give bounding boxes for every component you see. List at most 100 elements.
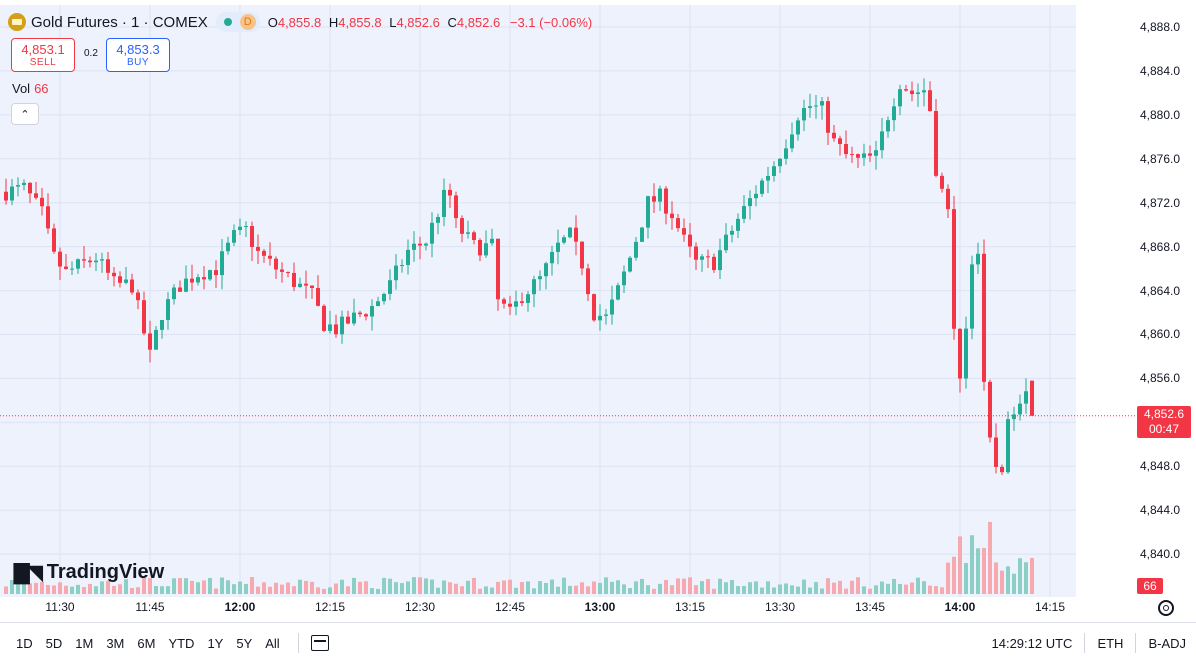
candle-body xyxy=(64,266,68,269)
symbol-legend[interactable]: Gold Futures · 1 · COMEX D O4,855.8 H4,8… xyxy=(8,12,592,32)
candle-body xyxy=(688,234,692,247)
candle-body xyxy=(928,90,932,112)
gear-icon[interactable] xyxy=(1158,600,1174,616)
volume-bar xyxy=(922,581,926,594)
candle-body xyxy=(808,106,812,108)
candle-body xyxy=(880,131,884,151)
candle-body xyxy=(676,218,680,229)
range-all[interactable]: All xyxy=(265,635,280,651)
candle-body xyxy=(586,268,590,295)
candle-body xyxy=(568,227,572,238)
volume-bar xyxy=(124,579,128,594)
candle-body xyxy=(712,256,716,271)
sell-button[interactable]: 4,853.1 SELL xyxy=(11,38,75,72)
candle-body xyxy=(484,243,488,256)
range-5y[interactable]: 5Y xyxy=(236,635,253,651)
volume-bar xyxy=(400,583,404,594)
volume-price-tag: 66 xyxy=(1137,578,1163,594)
volume-bar xyxy=(1000,570,1004,594)
candle-body xyxy=(736,218,740,231)
volume-bar xyxy=(22,580,26,594)
candle-body xyxy=(970,264,974,329)
symbol-title[interactable]: Gold Futures · 1 · COMEX xyxy=(31,13,208,31)
candle-body xyxy=(100,259,104,261)
range-ytd[interactable]: YTD xyxy=(168,635,195,651)
volume-bar xyxy=(466,580,470,594)
clock-display[interactable]: 14:29:12 UTC xyxy=(991,635,1073,651)
price-tick-label: 4,844.0 xyxy=(1140,503,1181,518)
volume-bar xyxy=(304,580,308,594)
range-1m[interactable]: 1M xyxy=(75,635,94,651)
candle-body xyxy=(316,287,320,306)
volume-bar xyxy=(622,584,626,594)
sell-price: 4,853.1 xyxy=(21,42,65,57)
candle-body xyxy=(382,293,386,302)
volume-bar xyxy=(946,562,950,594)
time-tick-label: 12:00 xyxy=(224,600,256,614)
volume-bar xyxy=(862,586,866,594)
candle-body xyxy=(934,111,938,176)
candlestick-chart[interactable] xyxy=(0,0,1196,622)
plot-area[interactable] xyxy=(0,5,1076,597)
range-5d[interactable]: 5D xyxy=(45,635,63,651)
adjust-toggle[interactable]: B-ADJ xyxy=(1148,635,1186,651)
volume-bar xyxy=(172,578,176,594)
volume-bar xyxy=(130,588,134,594)
collapse-legend-button[interactable]: ⌃ xyxy=(11,103,39,125)
range-3m[interactable]: 3M xyxy=(106,635,125,651)
range-1d[interactable]: 1D xyxy=(16,635,33,651)
volume-legend[interactable]: Vol 66 xyxy=(12,81,49,96)
volume-bar xyxy=(556,586,560,594)
candle-body xyxy=(772,166,776,176)
divider xyxy=(1084,633,1086,653)
candle-body xyxy=(154,329,158,350)
volume-bar xyxy=(574,585,578,594)
price-tick-label: 4,860.0 xyxy=(1140,327,1181,342)
volume-bar xyxy=(16,581,20,594)
volume-bar xyxy=(484,586,488,594)
candle-body xyxy=(670,213,674,219)
volume-bar xyxy=(274,582,278,594)
volume-bar xyxy=(892,578,896,594)
tradingview-watermark[interactable]: ▇◥ TradingView xyxy=(14,560,164,585)
market-open-dot-icon xyxy=(223,18,232,26)
candle-body xyxy=(430,222,434,244)
change-value: −3.1 (−0.06%) xyxy=(509,14,593,30)
volume-bar xyxy=(220,577,224,594)
candle-body xyxy=(898,89,902,107)
open-label: O xyxy=(267,14,278,30)
range-1y[interactable]: 1Y xyxy=(207,635,224,651)
candle-body xyxy=(646,196,650,228)
market-status-badge[interactable]: D xyxy=(215,12,260,32)
volume-bar xyxy=(112,585,116,594)
volume-bar xyxy=(310,581,314,594)
volume-bar xyxy=(316,587,320,594)
volume-bar xyxy=(394,582,398,594)
session-toggle[interactable]: ETH xyxy=(1097,635,1124,651)
candle-body xyxy=(52,228,56,252)
last-price-tag: 4,852.6 00:47 xyxy=(1137,406,1191,438)
candle-body xyxy=(508,303,512,307)
volume-bar xyxy=(610,581,614,594)
buy-button[interactable]: 4,853.3 BUY xyxy=(106,38,170,72)
candle-body xyxy=(454,195,458,219)
candle-body xyxy=(202,277,206,280)
volume-bar xyxy=(988,521,992,594)
candle-body xyxy=(844,144,848,155)
volume-bar xyxy=(28,583,32,594)
candle-body xyxy=(166,299,170,320)
volume-bar xyxy=(472,577,476,594)
candle-body xyxy=(940,175,944,189)
volume-bar xyxy=(118,584,122,594)
calendar-icon[interactable] xyxy=(310,635,329,651)
buy-label: BUY xyxy=(126,57,150,68)
volume-bar xyxy=(52,585,56,594)
volume-bar xyxy=(952,556,956,594)
time-tick-label: 13:15 xyxy=(674,600,706,614)
candle-body xyxy=(916,92,920,95)
volume-bar xyxy=(430,579,434,594)
candle-body xyxy=(298,283,302,288)
volume-bar xyxy=(814,582,818,594)
range-6m[interactable]: 6M xyxy=(137,635,156,651)
volume-bar xyxy=(898,583,902,594)
